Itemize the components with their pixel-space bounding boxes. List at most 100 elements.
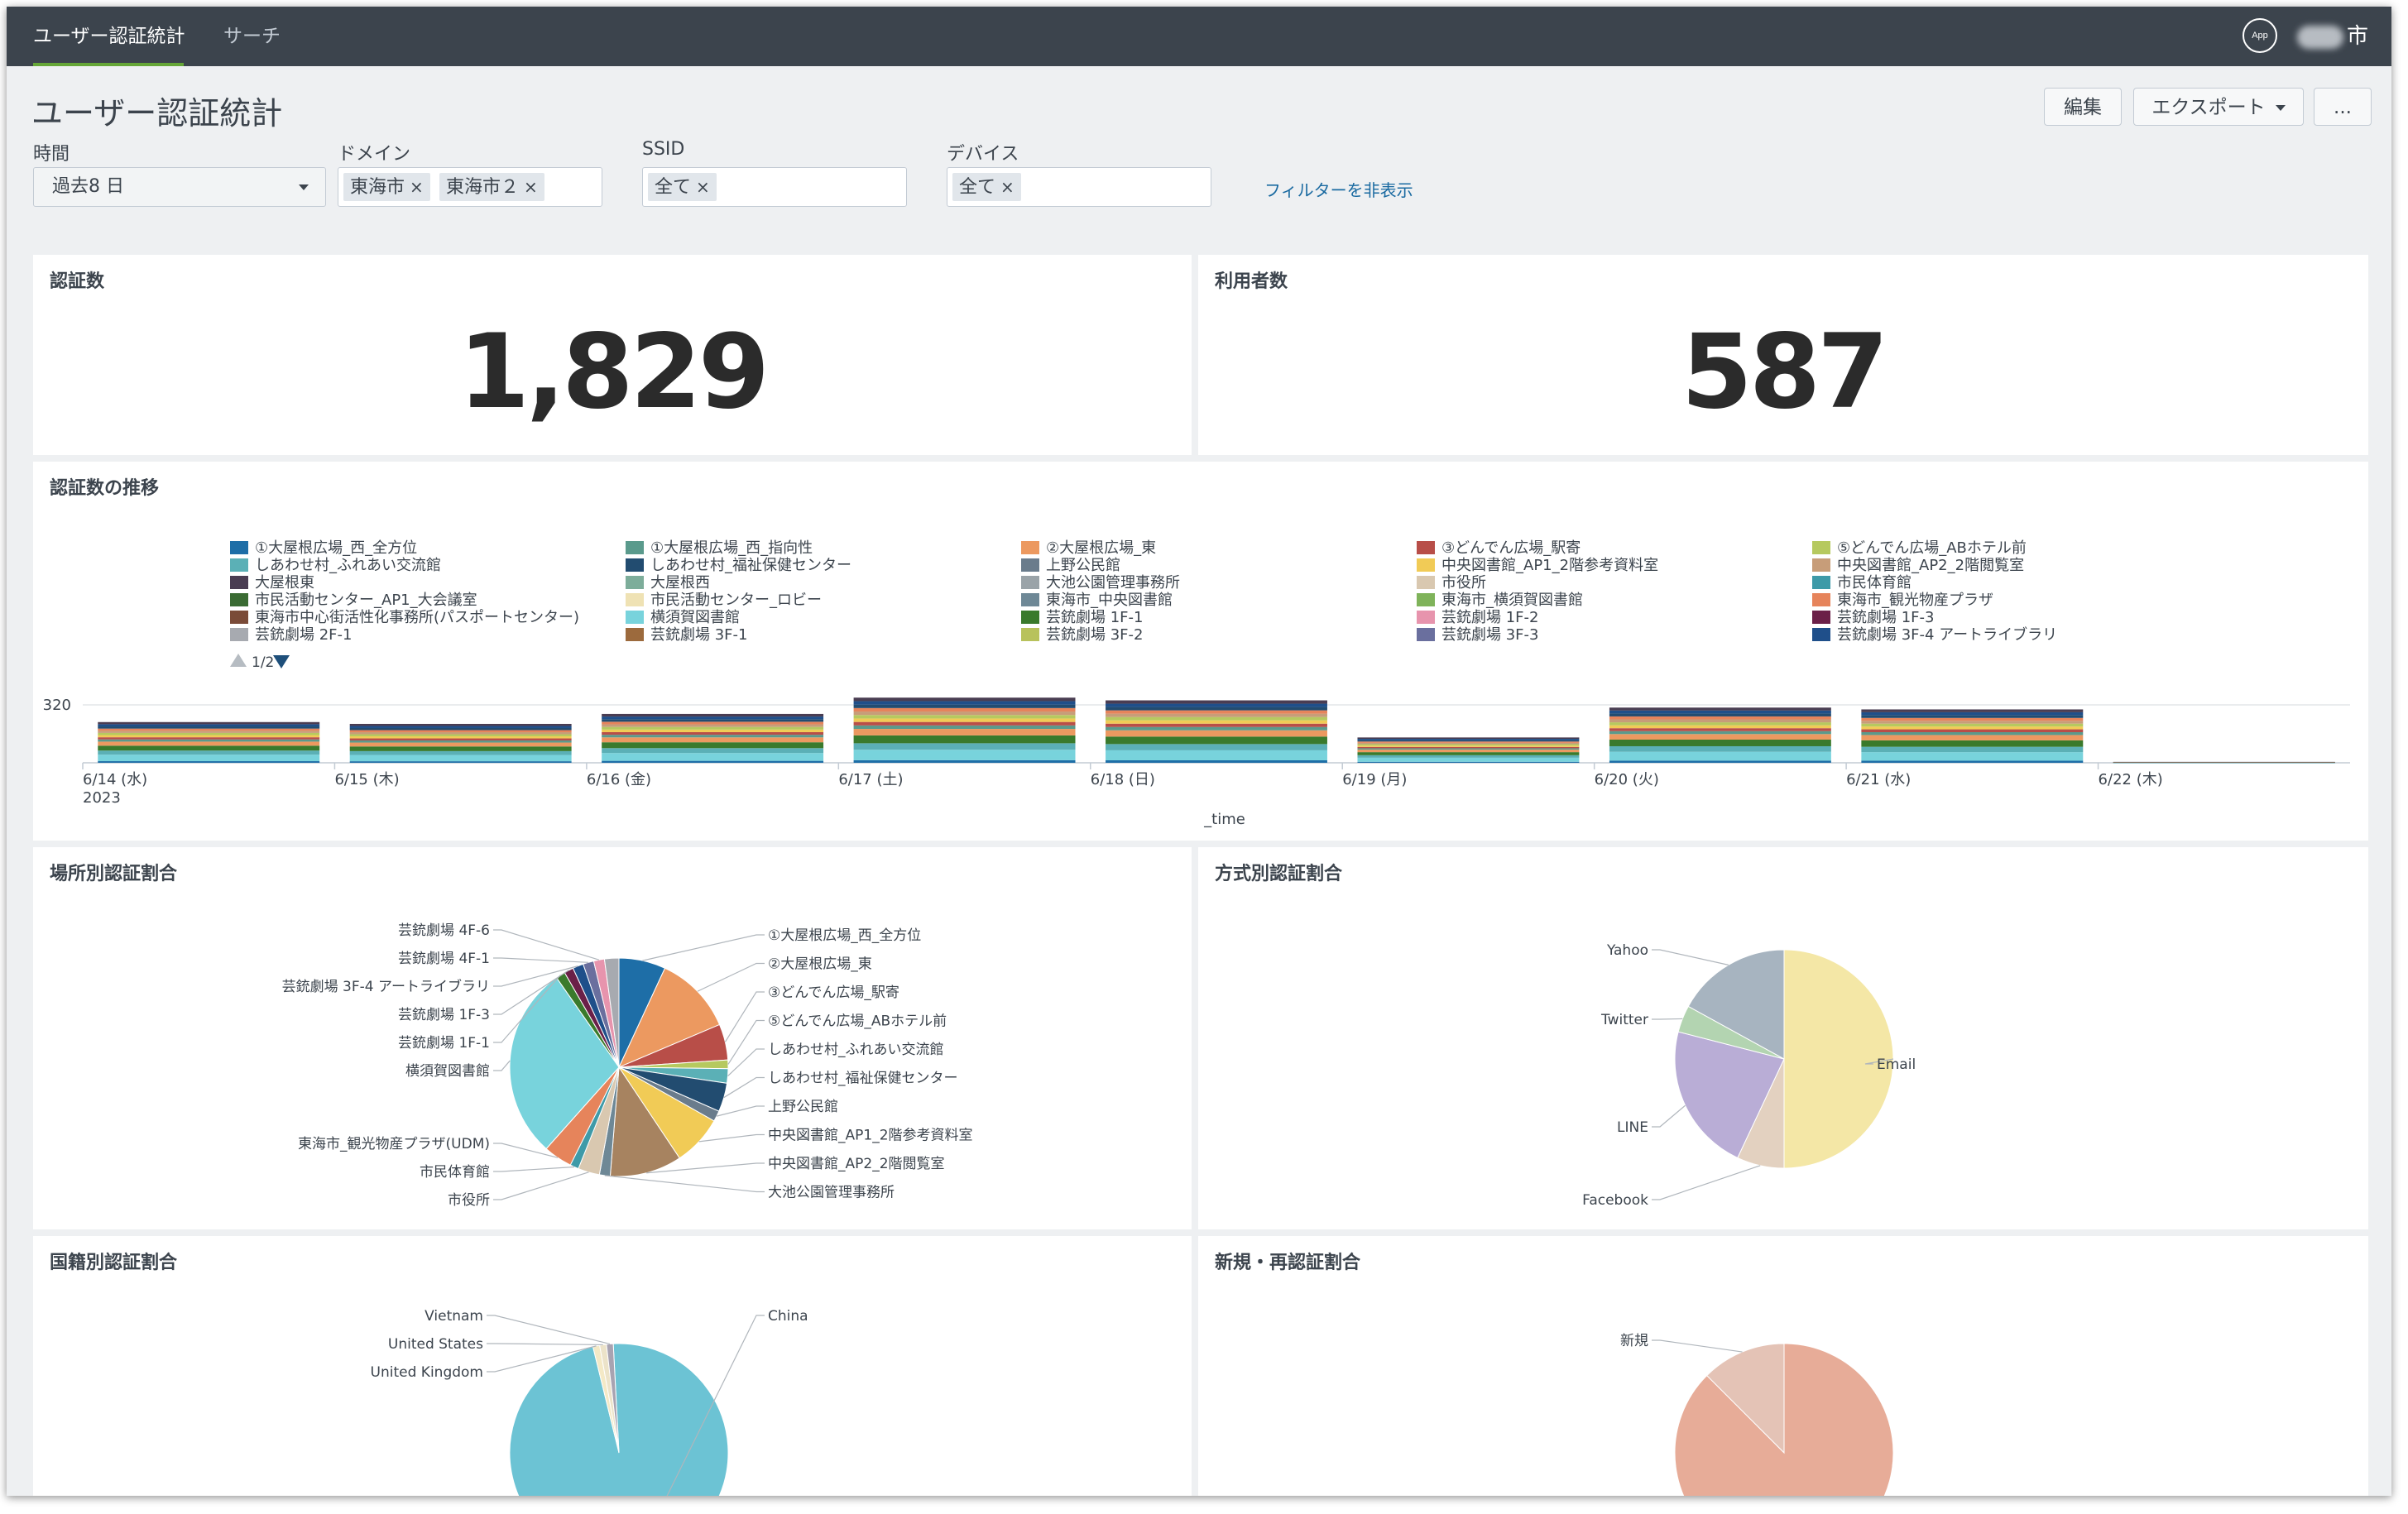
bar-segment: [1861, 717, 2084, 721]
bar-segment: [98, 750, 320, 755]
callout-line: [646, 1162, 765, 1174]
y-tick-label: 320: [43, 697, 71, 714]
bar-segment: [853, 759, 1076, 763]
legend-label: 芸銃劇場 3F-3: [1441, 626, 1538, 644]
bar-segment: [853, 725, 1076, 730]
pie-slice: [509, 976, 620, 1150]
tab-user-auth-stats[interactable]: ユーザー認証統計: [33, 7, 185, 66]
bar-segment: [1861, 729, 2084, 733]
legend-label: 市民活動センター_AP1_大会議室: [255, 592, 477, 609]
bar-segment: [602, 753, 824, 761]
legend-swatch: [1021, 558, 1039, 572]
bar-segment: [1609, 734, 1831, 740]
bar-segment: [1106, 707, 1327, 711]
pie-label: Twitter: [1600, 1012, 1648, 1028]
legend-swatch: [1417, 558, 1435, 572]
bar-segment: [853, 729, 1076, 735]
remove-token-icon[interactable]: ×: [410, 177, 424, 197]
trend-chart: ①大屋根広場_西_全方位しあわせ村_ふれあい交流館大屋根東市民活動センター_AP…: [43, 539, 2350, 828]
remove-token-icon[interactable]: ×: [524, 177, 538, 197]
location-pie-chart: ①大屋根広場_西_全方位 ②大屋根広場_東 ③どんでん広場_駅寄 ⑤どんでん広場_AB…: [282, 922, 973, 1209]
x-tick-label: 6/18 (日): [1091, 771, 1155, 788]
x-tick-label: 6/20 (火): [1595, 771, 1659, 788]
bar-segment: [349, 730, 572, 733]
domain-token-label: 東海市: [350, 177, 405, 198]
pie-label: Facebook: [1582, 1192, 1648, 1209]
panel-title: 新規・再認証割合: [1215, 1253, 1361, 1273]
more-button[interactable]: ...: [2314, 88, 2372, 126]
pie-slice: [1705, 1343, 1785, 1454]
bar-segment: [853, 701, 1076, 705]
bar-segment: [349, 761, 572, 763]
bar-segment: [98, 732, 320, 735]
export-button[interactable]: エクスポート: [2133, 88, 2304, 126]
bar-segment: [853, 721, 1076, 726]
legend-swatch: [1812, 628, 1830, 641]
domain-multiselect[interactable]: 東海市 × 東海市２ ×: [338, 167, 602, 207]
legend-swatch: [626, 611, 644, 624]
bar-segment: [853, 743, 1076, 750]
legend-label: 東海市_中央図書館: [1046, 592, 1173, 609]
bar-segment: [602, 731, 824, 735]
bar-segment: [349, 742, 572, 747]
pie-label: 中央図書館_AP2_2階閲覧室: [768, 1156, 945, 1172]
bar-segment: [853, 715, 1076, 719]
bar-segment: [1106, 710, 1327, 714]
bar-segment: [1609, 739, 1831, 746]
app-badge[interactable]: App: [2243, 18, 2277, 53]
device-multiselect[interactable]: 全て ×: [947, 167, 1211, 207]
chevron-down-icon: [2275, 105, 2286, 111]
user-menu[interactable]: 市: [2296, 18, 2368, 55]
legend-label: ②大屋根広場_東: [1046, 539, 1156, 557]
legend-swatch: [626, 576, 644, 589]
time-range-select[interactable]: 過去8 日: [33, 167, 326, 207]
pager-down-icon[interactable]: [273, 655, 290, 668]
x-axis-title: _time: [1203, 811, 1245, 828]
ssid-token-label: 全て: [655, 177, 692, 198]
callout-line: [493, 1171, 589, 1200]
legend-swatch: [1417, 541, 1435, 554]
legend-label: 芸銃劇場 1F-3: [1837, 609, 1934, 626]
panel-title: 認証数の推移: [50, 478, 160, 499]
pie-label: 市役所: [448, 1192, 490, 1209]
callout-line: [1652, 1104, 1686, 1128]
x-tick-label: 6/22 (木): [2099, 771, 2163, 788]
bar-segment: [98, 726, 320, 729]
tab-search[interactable]: サーチ: [223, 26, 281, 47]
bar-segment: [98, 739, 320, 742]
pie-label: 上野公民館: [768, 1099, 838, 1115]
nationality-panel: 国籍別認証割合 China United Kingdom United States…: [33, 1236, 1192, 1496]
bar-segment: [1609, 710, 1831, 714]
x-tick-label: 6/15 (木): [334, 771, 399, 788]
ssid-multiselect[interactable]: 全て ×: [642, 167, 907, 207]
pie-label: 東海市_観光物産プラザ(UDM): [298, 1136, 490, 1152]
legend-swatch: [1417, 593, 1435, 606]
bar-segment: [602, 737, 824, 743]
bar-segment: [1861, 726, 2084, 730]
legend-label: ③どんでん広場_駅寄: [1441, 539, 1581, 557]
remove-token-icon[interactable]: ×: [696, 177, 710, 197]
pie-label: ⑤どんでん広場_ABホテル前: [768, 1013, 947, 1030]
legend-label: 東海市_横須賀図書館: [1441, 592, 1583, 609]
bar-segment: [1861, 721, 2084, 724]
ssid-filter-label: SSID: [642, 139, 685, 160]
bar-segment: [1106, 700, 1327, 704]
bar-segment: [602, 716, 824, 720]
x-tick-label: 6/21 (水): [1846, 771, 1911, 788]
bar-segment: [1609, 728, 1831, 731]
pie-label: Vietnam: [425, 1308, 483, 1325]
edit-button[interactable]: 編集: [2044, 88, 2122, 126]
bar-segment: [1357, 739, 1580, 740]
bar-segment: [1609, 722, 1831, 726]
bar-segment: [1357, 761, 1580, 763]
legend-swatch: [1812, 541, 1830, 554]
bar-segment: [1357, 740, 1580, 742]
pie-label: 横須賀図書館: [405, 1063, 490, 1080]
bar-segment: [602, 735, 824, 738]
hide-filters-link[interactable]: フィルターを非表示: [1264, 180, 1413, 200]
x-tick-label: 6/17 (土): [838, 771, 903, 788]
callout-line: [493, 975, 561, 1043]
bar-segment: [853, 711, 1076, 716]
remove-token-icon[interactable]: ×: [1000, 177, 1015, 197]
bar-segment: [602, 726, 824, 730]
